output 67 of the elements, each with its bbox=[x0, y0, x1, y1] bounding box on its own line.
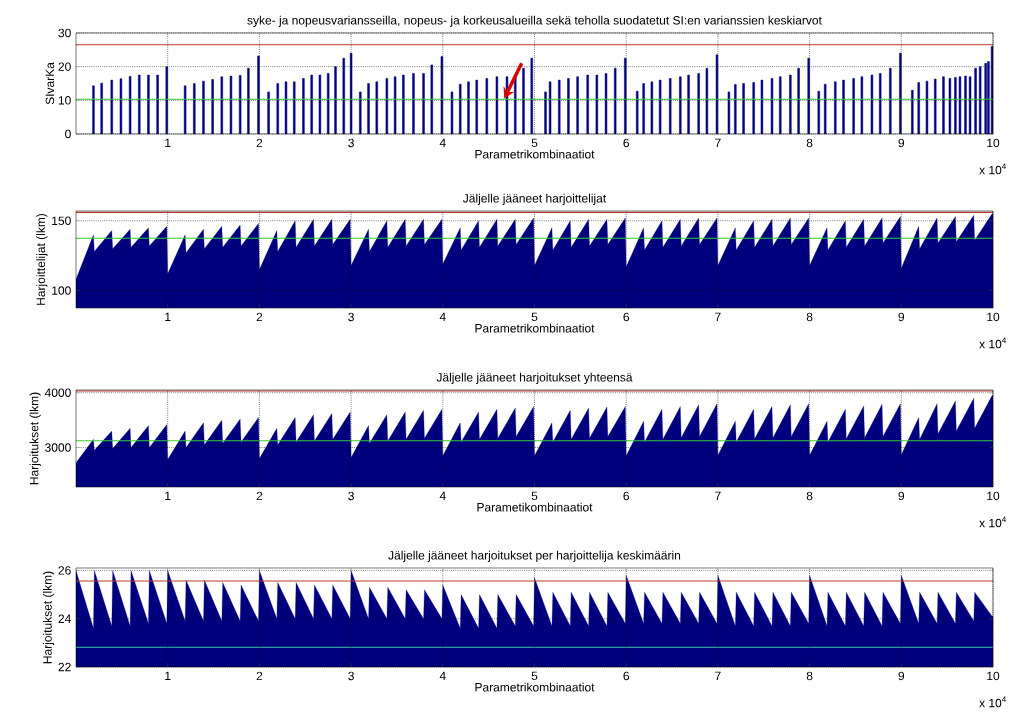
y-tick-label: 24 bbox=[58, 614, 71, 623]
text: x 10$^{4}$ bbox=[979, 516, 1007, 528]
y-tick-label: 20 bbox=[58, 62, 71, 71]
x-tick-label: 2 bbox=[256, 312, 263, 322]
y-axis-title: Harjoitukset (lkm) bbox=[29, 392, 41, 485]
chart-title: Jäljelle jääneet harjoittelijat bbox=[462, 193, 607, 205]
x-tick-label: 7 bbox=[715, 312, 721, 321]
x-tick-label: 3 bbox=[348, 312, 354, 322]
x-tick-label: 2 bbox=[256, 491, 263, 501]
x-tick-label: 3 bbox=[348, 671, 354, 681]
y-tick-label: 30 bbox=[58, 28, 71, 38]
x-tick-label: 10 bbox=[987, 138, 1000, 148]
x-tick-label: 5 bbox=[531, 138, 538, 148]
x-tick-label: 8 bbox=[806, 671, 813, 681]
y-tick-label: 26 bbox=[58, 566, 71, 575]
y-tick-label: 3000 bbox=[45, 443, 71, 452]
x-tick-label: 2 bbox=[256, 671, 263, 681]
y-axis-title: Harjoitukset (lkm) bbox=[42, 571, 55, 664]
x-tick-label: 5 bbox=[531, 312, 538, 322]
x-tick-label: 3 bbox=[348, 138, 354, 148]
x-tick-label: 8 bbox=[806, 491, 813, 501]
x-tick-label: 4 bbox=[439, 491, 446, 500]
x-tick-label: 4 bbox=[439, 671, 446, 680]
x-tick-label: 4 bbox=[439, 312, 446, 321]
y-tick-label: 150 bbox=[52, 216, 71, 226]
y-tick-label: 10 bbox=[58, 96, 71, 105]
chart-title: Jäljelle jääneet harjoitukset per harjoittelija keskimäärin bbox=[388, 550, 681, 562]
x-tick-label: 4 bbox=[439, 138, 446, 147]
x-tick-label: 9 bbox=[898, 491, 905, 501]
x-tick-label: 8 bbox=[806, 138, 813, 148]
x-tick-label: 10 bbox=[987, 491, 1000, 501]
y-tick-label: 100 bbox=[52, 286, 71, 295]
x-tick-label: 9 bbox=[898, 138, 905, 148]
x-tick-label: 1 bbox=[165, 312, 171, 321]
x-tick-label: 3 bbox=[348, 491, 354, 501]
x-axis-title: Parametrikombinaatiot bbox=[475, 682, 595, 692]
x-tick-label: 6 bbox=[623, 671, 630, 681]
x-tick-label: 7 bbox=[715, 138, 721, 147]
x-axis-title: Parametrikombinaatiot bbox=[475, 323, 595, 333]
x-tick-label: 1 bbox=[165, 671, 171, 680]
x-tick-label: 7 bbox=[715, 671, 721, 680]
x-axis-title: Parametikombinaatiot bbox=[477, 502, 593, 512]
x-tick-label: 6 bbox=[623, 312, 630, 322]
y-tick-label: 0 bbox=[65, 129, 71, 139]
x-tick-label: 10 bbox=[987, 671, 1000, 681]
x-axis-title: Parametrikombinaatiot bbox=[475, 149, 595, 159]
x-tick-label: 6 bbox=[623, 491, 630, 501]
x-tick-label: 9 bbox=[898, 671, 905, 681]
x-tick-label: 8 bbox=[806, 312, 813, 322]
x-tick-label: 10 bbox=[987, 312, 1000, 322]
text: x 10$^{4}$ bbox=[979, 696, 1007, 708]
x-tick-label: 5 bbox=[531, 671, 538, 681]
x-tick-label: 5 bbox=[531, 491, 538, 501]
x-tick-label: 9 bbox=[898, 312, 905, 322]
text: x 10$^{4}$ bbox=[979, 163, 1007, 175]
x-tick-label: 1 bbox=[165, 491, 171, 500]
chart-title: syke- ja nopeusvariansseilla, nopeus- ja korkeusalueilla sekä teholla suodatetut SI:en varianssien keskiarvot bbox=[247, 15, 822, 27]
x-tick-label: 2 bbox=[256, 138, 263, 148]
x-tick-label: 7 bbox=[715, 491, 721, 500]
text: x 10$^{4}$ bbox=[979, 337, 1007, 349]
x-tick-label: 6 bbox=[623, 138, 630, 148]
y-axis-title: SIvarKa bbox=[45, 62, 55, 105]
y-tick-label: 22 bbox=[58, 662, 71, 672]
chart-title: Jäljelle jääneet harjoitukset yhteensä bbox=[436, 372, 633, 384]
x-tick-label: 1 bbox=[165, 138, 171, 147]
y-tick-label: 4000 bbox=[44, 388, 71, 397]
y-axis-title: Harjoittelijat (lkm) bbox=[36, 213, 48, 305]
